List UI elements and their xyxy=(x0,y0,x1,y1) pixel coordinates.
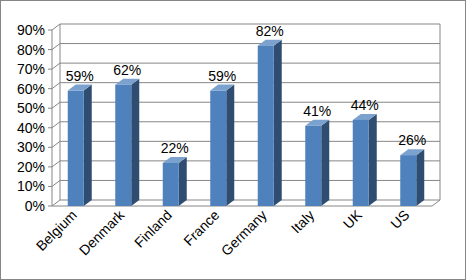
bar-front xyxy=(68,91,84,206)
y-tick xyxy=(48,88,52,89)
y-tick-label: 0% xyxy=(25,198,45,214)
bar-side xyxy=(369,114,377,206)
x-tick-label: France xyxy=(180,207,222,249)
grid-line xyxy=(52,122,440,128)
bar-side xyxy=(84,85,92,206)
grid-line xyxy=(52,83,440,89)
data-label: 44% xyxy=(351,97,379,113)
bar-front xyxy=(258,46,274,206)
x-tick-label: Italy xyxy=(288,207,317,236)
bar-front xyxy=(115,85,131,206)
x-tick-label: Belgium xyxy=(33,207,80,254)
y-tick-label: 20% xyxy=(17,159,45,175)
x-tick-label: US xyxy=(387,207,412,232)
bar xyxy=(400,149,424,206)
chart-border xyxy=(1,1,466,280)
x-axis-line xyxy=(52,206,432,207)
bar-side xyxy=(274,40,282,206)
y-tick xyxy=(48,206,52,207)
grid xyxy=(52,24,440,206)
grid-line xyxy=(52,63,440,69)
bar xyxy=(163,157,187,206)
bar-side xyxy=(131,79,139,206)
floor-edge xyxy=(432,200,440,206)
bar-side xyxy=(179,157,187,206)
bar-side xyxy=(321,120,329,206)
bar-top xyxy=(305,120,329,126)
x-tick-label: Germany xyxy=(218,207,270,259)
bar xyxy=(258,40,282,206)
bar-top xyxy=(115,79,139,85)
data-label: 26% xyxy=(398,132,426,148)
bar xyxy=(210,85,234,206)
bar-top xyxy=(68,85,92,91)
bar-top xyxy=(210,85,234,91)
bar-side xyxy=(226,85,234,206)
data-label: 62% xyxy=(113,62,141,78)
bar-front xyxy=(305,126,321,206)
bar xyxy=(353,114,377,206)
grid-line xyxy=(52,180,440,186)
bar-top xyxy=(400,149,424,155)
bar-top xyxy=(163,157,187,163)
bar-front xyxy=(210,91,226,206)
bar xyxy=(68,85,92,206)
labels: 59% Belgium 62% Denmark 22% Finland 59% France 8… xyxy=(33,23,426,259)
y-tick xyxy=(48,69,52,70)
bar-top xyxy=(353,114,377,120)
x-tick-label: UK xyxy=(340,206,366,232)
y-tick-label: 60% xyxy=(17,81,45,97)
y-tick-label: 50% xyxy=(17,100,45,116)
data-label: 59% xyxy=(66,68,94,84)
bar-front xyxy=(163,163,179,206)
y-tick-label: 90% xyxy=(17,22,45,38)
x-tick-label: Finland xyxy=(131,207,175,251)
y-tick-label: 80% xyxy=(17,42,45,58)
bar-top xyxy=(258,40,282,46)
data-label: 41% xyxy=(303,103,331,119)
y-tick-label: 10% xyxy=(17,178,45,194)
grid-line xyxy=(52,161,440,167)
y-tick xyxy=(48,49,52,50)
bar xyxy=(305,120,329,206)
bar-front xyxy=(353,120,369,206)
y-tick-label: 30% xyxy=(17,139,45,155)
data-label: 59% xyxy=(208,68,236,84)
y-tick xyxy=(48,147,52,148)
bar-front xyxy=(400,155,416,206)
data-label: 82% xyxy=(256,23,284,39)
y-tick xyxy=(48,108,52,109)
grid-line xyxy=(52,24,440,30)
back-wall-edge xyxy=(440,24,441,200)
y-tick xyxy=(48,127,52,128)
grid-line xyxy=(52,44,440,50)
y-tick xyxy=(48,166,52,167)
data-label: 22% xyxy=(161,140,189,156)
y-tick xyxy=(48,186,52,187)
grid-line xyxy=(52,141,440,147)
bars xyxy=(68,40,425,206)
y-tick-label: 40% xyxy=(17,120,45,136)
y-tick xyxy=(48,30,52,31)
back-wall-edge xyxy=(60,24,61,200)
bar xyxy=(115,79,139,206)
grid-line xyxy=(52,200,440,206)
grid-line xyxy=(52,102,440,108)
y-tick-label: 70% xyxy=(17,61,45,77)
y-axis-line xyxy=(52,30,53,206)
bar-side xyxy=(416,149,424,206)
x-tick-label: Denmark xyxy=(76,206,128,258)
